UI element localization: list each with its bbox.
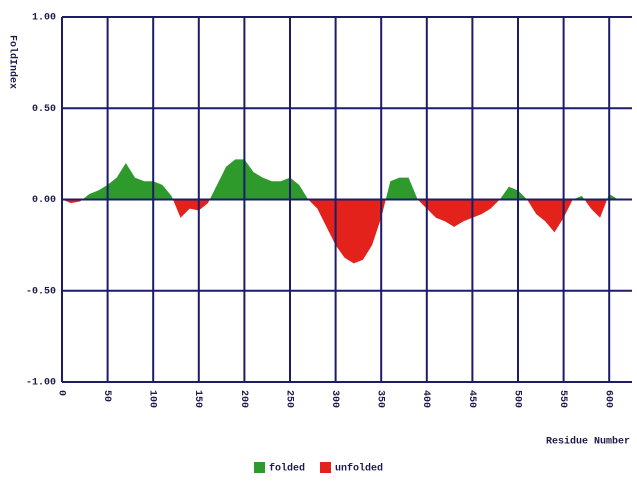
folded-area <box>62 159 619 200</box>
legend-swatch <box>320 462 331 473</box>
y-tick-label: -1.00 <box>26 378 56 389</box>
x-tick-label: 100 <box>147 390 158 408</box>
x-tick-label: 450 <box>466 390 477 408</box>
x-tick-label: 200 <box>238 390 249 408</box>
x-tick-label: 250 <box>283 390 294 408</box>
y-tick-label: -0.50 <box>26 286 56 297</box>
legend-label: folded <box>269 463 305 475</box>
x-tick-label: 350 <box>375 390 386 408</box>
unfolded-area <box>62 199 619 264</box>
legend-swatch <box>254 462 265 473</box>
x-tick-label: 600 <box>603 390 614 408</box>
x-tick-label: 300 <box>329 390 340 408</box>
y-tick-label: 0.50 <box>32 104 56 115</box>
y-tick-label: 0.00 <box>32 195 56 206</box>
x-tick-label: 400 <box>420 390 431 408</box>
x-tick-label: 500 <box>511 390 522 408</box>
legend-label: unfolded <box>335 463 383 475</box>
x-tick-label: 550 <box>557 390 568 408</box>
y-tick-label: 1.00 <box>32 13 56 24</box>
x-tick-label: 50 <box>101 390 112 402</box>
x-tick-label: 150 <box>192 390 203 408</box>
x-axis-label: Residue Number <box>546 436 630 448</box>
x-tick-label: 0 <box>55 390 66 396</box>
y-axis-label: FoldIndex <box>6 35 18 89</box>
